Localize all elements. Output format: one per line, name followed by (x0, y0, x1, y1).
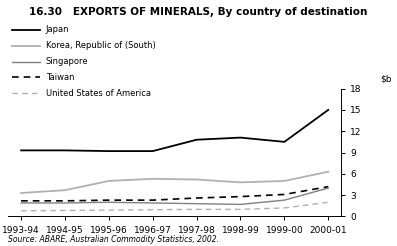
Japan (106, 150, 111, 153)
Korea, Republic of (South) (19, 192, 23, 195)
Japan (19, 149, 23, 152)
Taiwan (63, 199, 67, 202)
Japan (326, 108, 331, 111)
Singapore (194, 202, 199, 205)
Korea, Republic of (South) (326, 170, 331, 173)
United States of America (19, 209, 23, 212)
Text: Taiwan: Taiwan (46, 73, 74, 82)
Japan (238, 136, 243, 139)
Singapore (150, 201, 155, 204)
Taiwan (194, 197, 199, 200)
Text: Singapore: Singapore (46, 57, 88, 66)
Japan (194, 138, 199, 141)
Text: Japan: Japan (46, 25, 69, 34)
Japan (150, 150, 155, 153)
United States of America (282, 206, 287, 209)
Singapore (63, 201, 67, 204)
United States of America (63, 209, 67, 212)
Korea, Republic of (South) (150, 177, 155, 180)
Taiwan (238, 195, 243, 198)
Singapore (19, 201, 23, 204)
United States of America (106, 209, 111, 212)
Text: 16.30   EXPORTS OF MINERALS, By country of destination: 16.30 EXPORTS OF MINERALS, By country of… (29, 7, 368, 17)
Korea, Republic of (South) (238, 181, 243, 184)
Singapore (326, 186, 331, 189)
Line: Taiwan: Taiwan (21, 187, 328, 201)
Text: United States of America: United States of America (46, 89, 150, 98)
Taiwan (282, 193, 287, 196)
Taiwan (326, 185, 331, 188)
United States of America (238, 208, 243, 211)
Taiwan (19, 199, 23, 202)
Line: Japan: Japan (21, 110, 328, 151)
Line: United States of America: United States of America (21, 202, 328, 211)
Japan (282, 140, 287, 143)
Singapore (106, 201, 111, 204)
United States of America (150, 208, 155, 211)
Text: Korea, Republic of (South): Korea, Republic of (South) (46, 41, 155, 50)
Taiwan (150, 199, 155, 202)
Singapore (238, 203, 243, 206)
Line: Korea, Republic of (South): Korea, Republic of (South) (21, 172, 328, 193)
Japan (63, 149, 67, 152)
Korea, Republic of (South) (106, 180, 111, 183)
Korea, Republic of (South) (282, 180, 287, 183)
Korea, Republic of (South) (194, 178, 199, 181)
Text: Source: ABARE, Australian Commodity Statistics, 2002.: Source: ABARE, Australian Commodity Stat… (8, 234, 219, 244)
United States of America (194, 208, 199, 211)
Taiwan (106, 199, 111, 202)
Line: Singapore: Singapore (21, 188, 328, 204)
Korea, Republic of (South) (63, 189, 67, 192)
United States of America (326, 201, 331, 204)
Singapore (282, 199, 287, 202)
Text: $b: $b (380, 74, 392, 83)
